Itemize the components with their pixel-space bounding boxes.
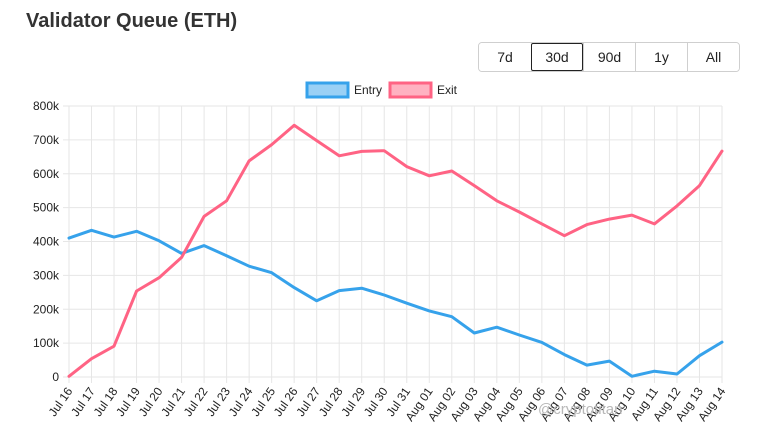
chart-legend[interactable]: Entry Exit (305, 81, 458, 99)
time-range-selector: 7d 30d 90d 1y All (478, 42, 740, 72)
y-tick-label: 800k (33, 99, 60, 113)
range-button-30d[interactable]: 30d (531, 43, 583, 71)
legend-swatch-entry[interactable] (305, 81, 350, 99)
legend-swatch-exit[interactable] (388, 81, 433, 99)
y-tick-label: 400k (33, 235, 60, 249)
range-button-all[interactable]: All (687, 43, 739, 71)
y-tick-label: 600k (33, 167, 60, 181)
legend-label-exit[interactable]: Exit (437, 83, 458, 97)
y-tick-label: 200k (33, 302, 60, 316)
page-title: Validator Queue (ETH) (26, 10, 238, 32)
range-button-7d[interactable]: 7d (479, 43, 531, 71)
watermark: @cryptotitan (538, 401, 622, 418)
y-axis-ticks: 0 100k 200k 300k 400k 500k 600k 700k 800k (33, 99, 60, 384)
chart-grid (63, 105, 723, 383)
y-tick-label: 500k (33, 201, 60, 215)
series-line-entry (67, 228, 724, 378)
y-tick-label: 700k (33, 133, 60, 147)
y-tick-label: 300k (33, 268, 60, 282)
chart-series (67, 123, 724, 378)
legend-label-entry[interactable]: Entry (354, 83, 382, 97)
range-button-90d[interactable]: 90d (583, 43, 635, 71)
y-tick-label: 0 (52, 370, 59, 384)
range-button-1y[interactable]: 1y (635, 43, 687, 71)
y-tick-label: 100k (33, 336, 60, 350)
series-line-exit (67, 123, 724, 378)
